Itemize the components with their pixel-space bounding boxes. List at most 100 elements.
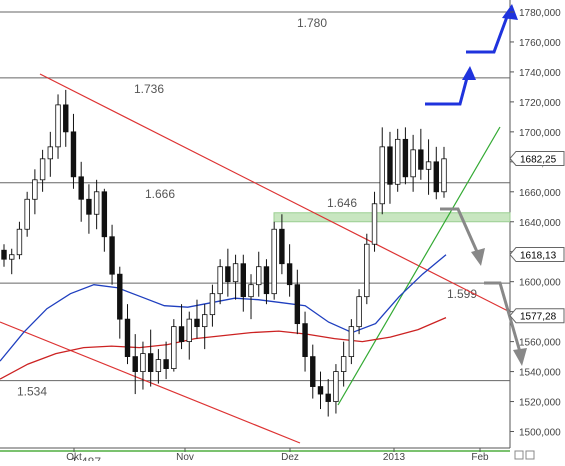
candle-body-44	[340, 356, 347, 372]
candle-body-55	[425, 161, 432, 170]
candle-body-10	[78, 176, 84, 200]
candle-body-2	[16, 228, 23, 256]
candle-body-17	[132, 356, 138, 372]
y-tick-label-7: 1640,000	[519, 218, 561, 229]
candle-body-7	[55, 104, 61, 148]
price-tag-0	[509, 150, 565, 166]
candle-body-52	[402, 138, 409, 178]
candle-body-48	[371, 203, 378, 245]
candle-body-11	[86, 198, 92, 215]
y-tick-label-1: 1760,000	[519, 38, 561, 49]
candle-body-45	[348, 326, 355, 358]
uptrend-line	[337, 126, 501, 406]
projection-arrow-gray-1	[440, 207, 480, 255]
x-tick-label-3: 2013	[383, 452, 406, 461]
candle-body-9	[70, 131, 77, 178]
candle-body-24	[186, 318, 192, 343]
moving-average-red	[0, 317, 447, 380]
candle-body-5	[39, 158, 46, 181]
arrowhead-blue-1	[462, 66, 476, 80]
candle-body-27	[209, 293, 216, 316]
candle-body-8	[63, 104, 69, 133]
y-tick-label-12: 1540,000	[519, 368, 561, 379]
candle-body-1	[9, 254, 15, 260]
price-tag-label-2: 1577,28	[520, 312, 557, 323]
level-label-0: 1.780	[297, 16, 327, 30]
candle-body-4	[32, 179, 38, 200]
y-tick-label-6: 1660,000	[519, 188, 561, 199]
downtrend-line-upper	[39, 73, 511, 313]
candle-body-12	[93, 191, 100, 215]
candle-body-20	[155, 359, 162, 372]
candle-body-51	[394, 138, 401, 185]
candle-body-43	[333, 371, 339, 402]
level-label-1: 1.736	[134, 82, 164, 96]
moving-average-blue	[0, 254, 447, 362]
price-tag-1	[509, 247, 565, 263]
projection-arrow-blue-2	[466, 13, 510, 54]
candle-body-42	[325, 393, 331, 402]
candle-body-34	[263, 266, 270, 295]
support-zone	[273, 212, 511, 223]
x-tick-label-0: Okt	[66, 452, 82, 461]
projection-arrow-blue-1	[425, 73, 470, 106]
candle-body-39	[302, 323, 308, 358]
candle-body-28	[217, 266, 223, 295]
level-label-4: 1.534	[17, 385, 47, 399]
candle-body-46	[356, 296, 362, 328]
candle-body-31	[240, 263, 246, 298]
plot-area	[0, 0, 510, 448]
x-tick-label-4: Feb	[471, 452, 489, 461]
candle-body-30	[232, 263, 239, 283]
candle-body-54	[418, 149, 424, 170]
candle-body-21	[163, 359, 169, 369]
x-tick-label-1: Nov	[176, 452, 194, 461]
candle-body-33	[256, 266, 262, 286]
candle-body-41	[317, 386, 324, 395]
y-tick-label-14: 1500,000	[519, 428, 561, 439]
y-tick-label-3: 1720,000	[519, 98, 561, 109]
candle-body-47	[364, 243, 370, 298]
candle-body-32	[248, 284, 254, 298]
candle-body-14	[109, 236, 115, 275]
arrowhead-gray-1	[471, 248, 485, 266]
candle-body-6	[47, 146, 54, 160]
candle-body-22	[171, 326, 177, 369]
candle-body-18	[140, 353, 146, 372]
candle-body-26	[202, 314, 208, 328]
y-tick-label-0: 1780,000	[519, 8, 561, 19]
level-label-5: 1.487	[71, 455, 101, 461]
y-tick-label-4: 1700,000	[519, 128, 561, 139]
candle-body-53	[410, 149, 416, 178]
y-tick-label-2: 1740,000	[519, 68, 561, 79]
price-tag-2	[509, 308, 565, 324]
candle-body-19	[147, 353, 154, 372]
price-tag-label-1: 1618,13	[520, 251, 557, 262]
x-tick-label-2: Dez	[281, 452, 299, 461]
zoom-icon	[525, 450, 535, 460]
candle-body-23	[178, 326, 185, 343]
candle-body-15	[117, 273, 123, 320]
y-tick-label-11: 1560,000	[519, 338, 561, 349]
candle-body-29	[225, 266, 231, 283]
candle-body-50	[387, 146, 393, 185]
candle-body-57	[441, 158, 447, 193]
y-tick-label-9: 1600,000	[519, 278, 561, 289]
candle-body-37	[286, 263, 293, 286]
y-tick-label-13: 1520,000	[519, 398, 561, 409]
level-label-2: 1.666	[145, 187, 175, 201]
projection-arrow-gray-2	[484, 281, 522, 353]
candle-body-38	[294, 284, 301, 325]
candle-body-0	[1, 249, 7, 260]
candle-body-13	[101, 191, 108, 238]
candle-body-49	[379, 146, 385, 205]
zone-label: 1.646	[327, 196, 357, 210]
candle-body-36	[279, 228, 285, 265]
price-tag-label-0: 1682,25	[520, 154, 557, 165]
axis-settings-icon	[514, 450, 524, 460]
candle-body-25	[194, 318, 200, 328]
arrowhead-gray-2	[513, 348, 527, 366]
candle-body-35	[271, 228, 277, 295]
